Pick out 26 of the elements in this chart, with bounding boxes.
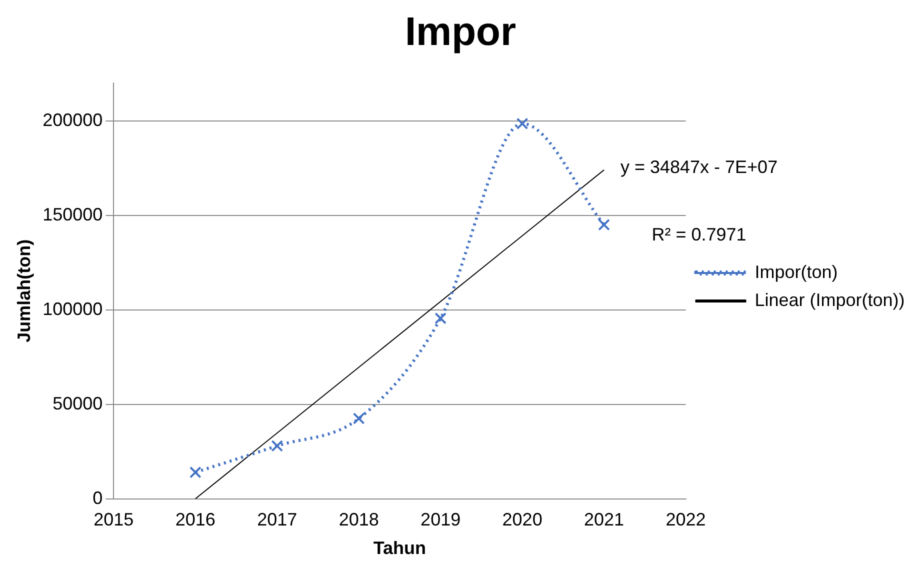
annotation: R² = 0.7971	[652, 224, 746, 244]
x-tick-label: 2017	[257, 510, 298, 530]
annotation: y = 34847x - 7E+07	[620, 156, 778, 177]
chart-title: Impor	[404, 10, 516, 54]
y-tick-label: 150000	[42, 204, 103, 224]
legend-label: Impor(ton)	[754, 262, 838, 282]
y-tick-label: 50000	[52, 393, 103, 414]
x-tick-label: 2015	[94, 510, 134, 530]
x-tick-label: 2020	[502, 510, 542, 530]
point	[189, 466, 202, 478]
y-tick-label: 100000	[42, 298, 103, 319]
x-tick-label: 2016	[175, 510, 216, 530]
x-axis-title: Tahun	[373, 538, 426, 558]
point	[352, 412, 365, 424]
x-tick-label: 2021	[584, 510, 624, 530]
y-tick-label: 0	[92, 488, 103, 508]
y-axis-title: Jumlah(ton)	[14, 239, 34, 342]
legend-label: Linear (Impor(ton))	[754, 290, 905, 310]
point	[434, 312, 447, 324]
point	[516, 118, 528, 130]
x-tick-label: 2019	[420, 510, 461, 530]
point	[598, 218, 610, 231]
y-tick-label: 200000	[42, 110, 103, 130]
x-tick-label: 2018	[338, 510, 379, 530]
x-tick-label: 2022	[666, 510, 706, 530]
point	[271, 440, 284, 452]
